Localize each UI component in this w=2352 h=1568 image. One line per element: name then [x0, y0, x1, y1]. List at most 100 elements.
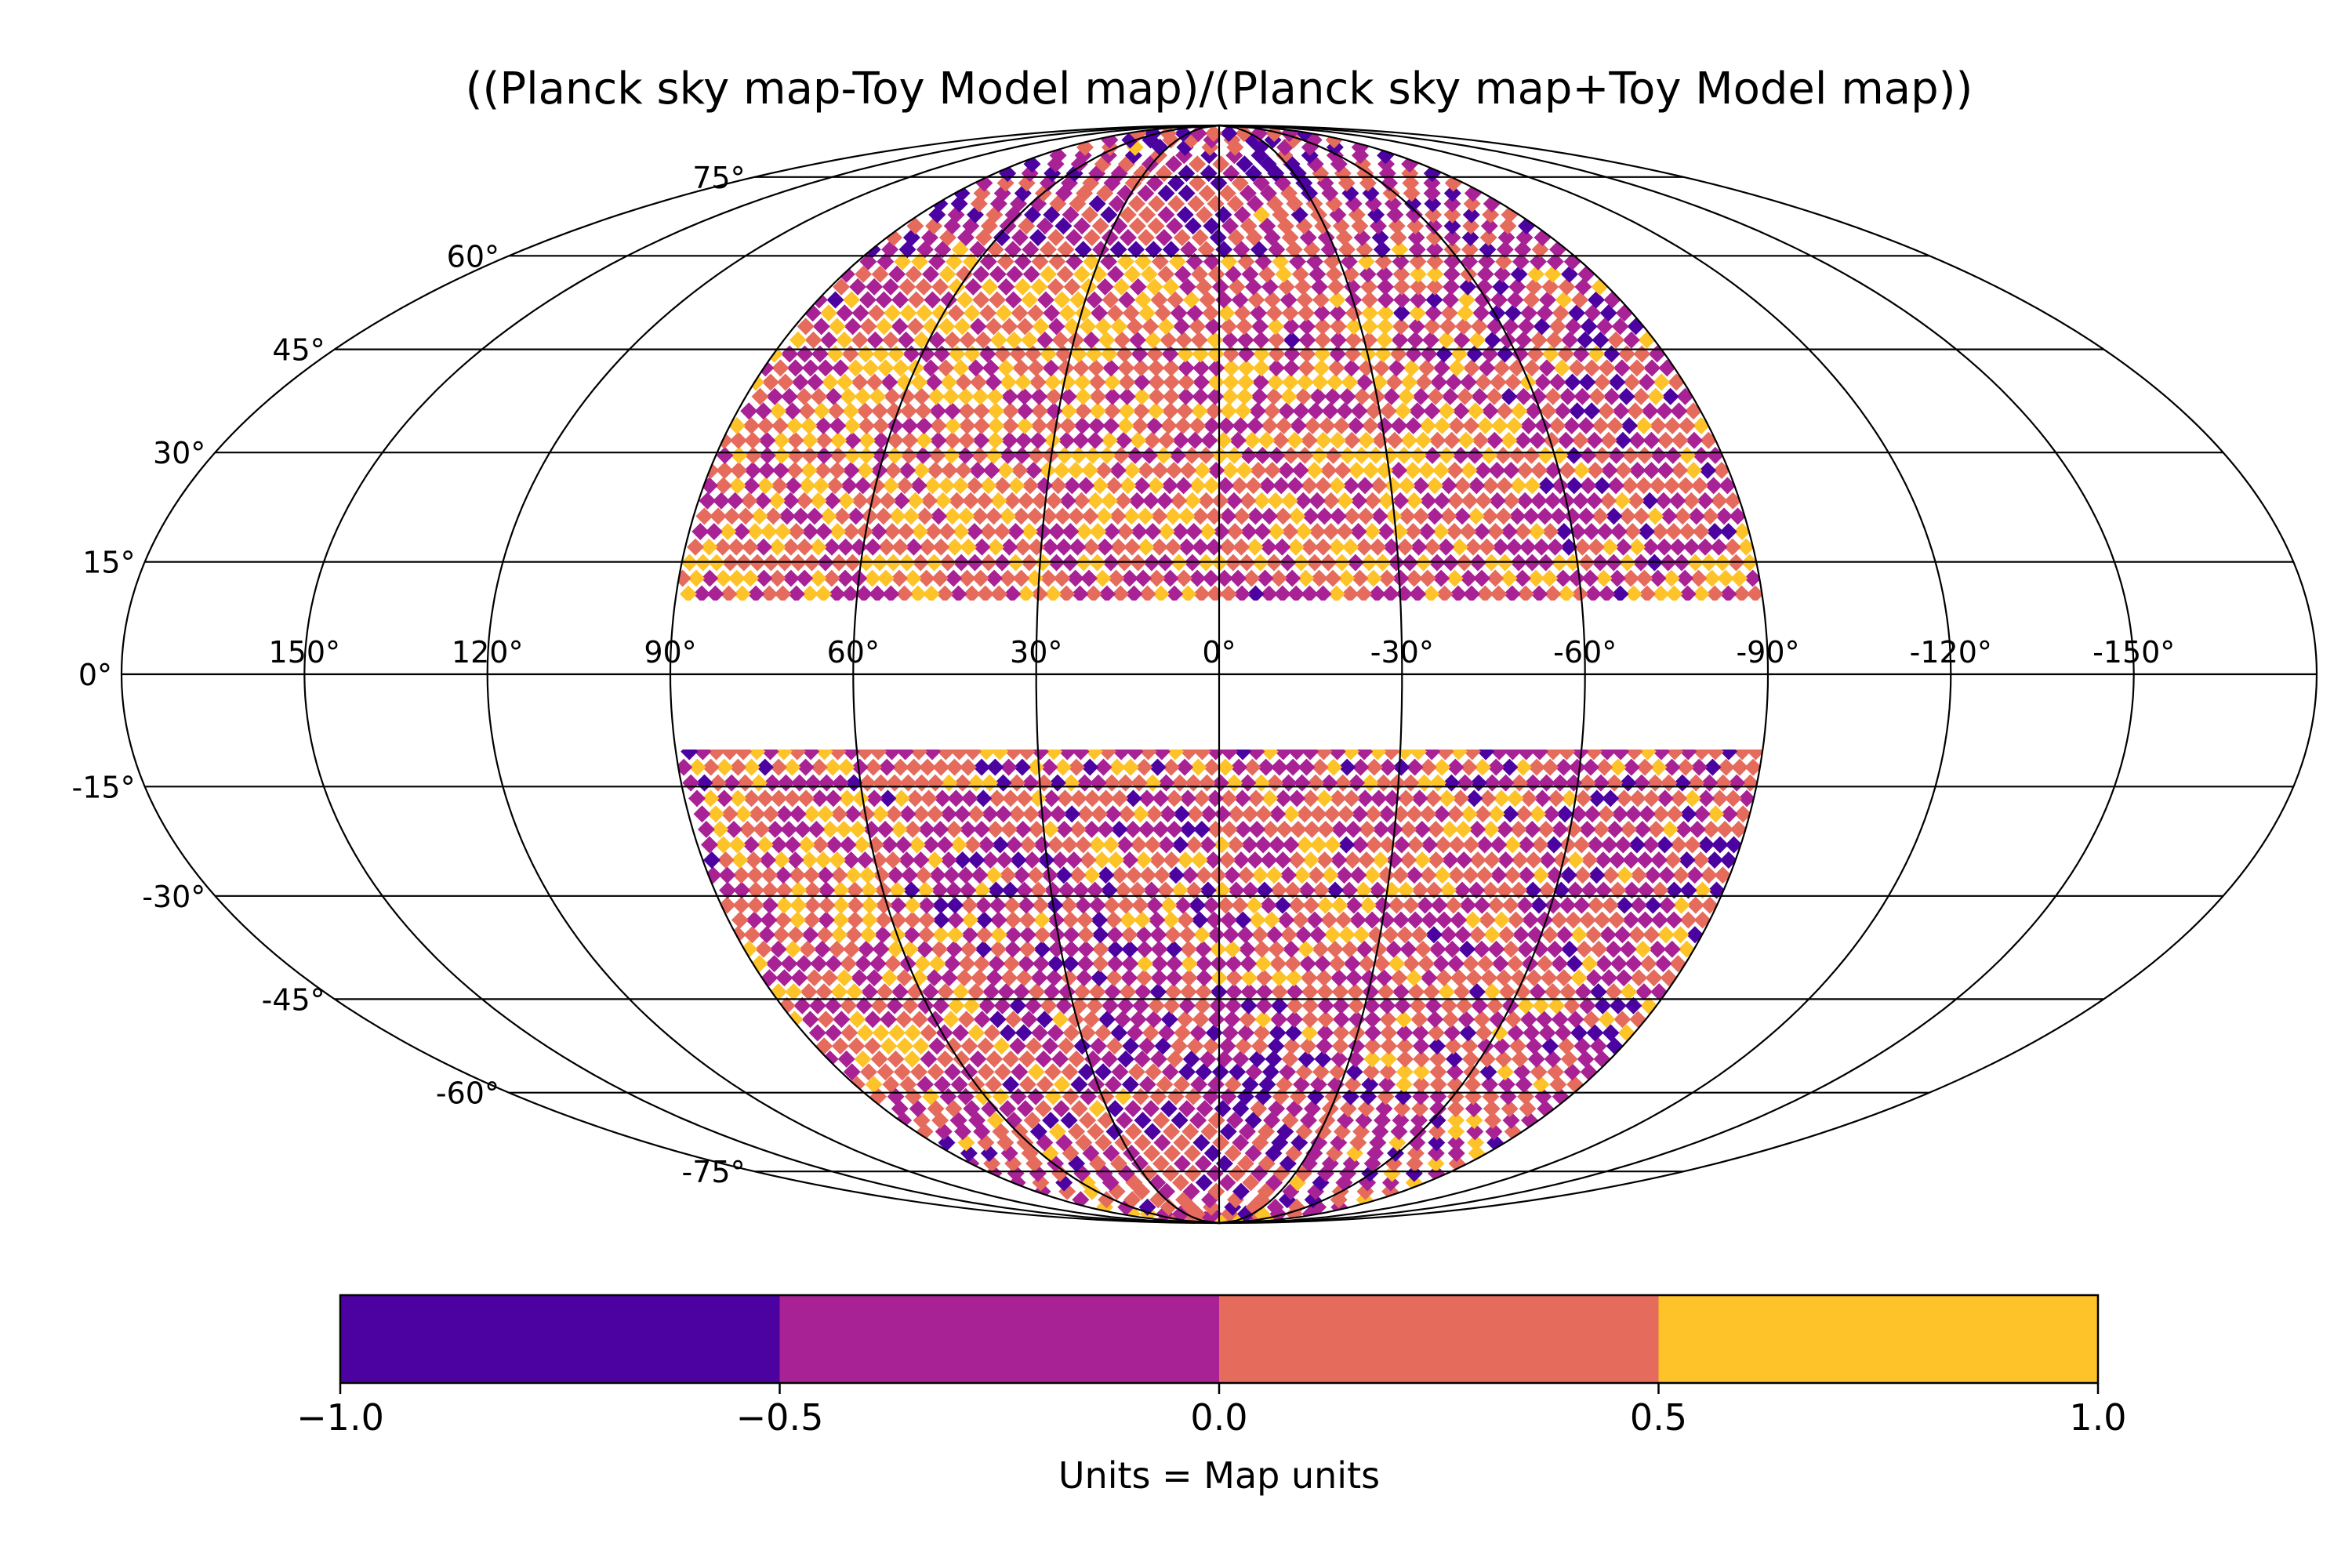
map-pixel [912, 851, 930, 869]
map-pixel [1028, 983, 1046, 1001]
map-pixel [1298, 758, 1316, 776]
map-pixel [1105, 1123, 1123, 1141]
map-pixel [1494, 1050, 1512, 1068]
map-pixel [1406, 217, 1425, 235]
map-pixel [800, 446, 818, 464]
map-pixel [1162, 911, 1180, 929]
map-pixel [1512, 252, 1530, 270]
map-pixel [860, 1063, 877, 1081]
map-pixel [885, 402, 903, 420]
map-pixel [1441, 387, 1459, 405]
map-pixel [955, 373, 973, 391]
map-pixel [776, 373, 794, 391]
map-pixel [1157, 318, 1175, 336]
map-pixel [986, 1112, 1004, 1129]
map-pixel [1283, 569, 1301, 587]
map-pixel [1215, 291, 1232, 309]
map-pixel [1061, 1063, 1079, 1081]
map-pixel [1614, 538, 1632, 556]
map-pixel [1036, 805, 1054, 823]
map-pixel [905, 265, 923, 283]
map-pixel [1577, 265, 1595, 283]
map-pixel [1528, 431, 1546, 449]
map-pixel [885, 805, 903, 823]
map-pixel [1646, 507, 1664, 525]
map-pixel [1089, 523, 1107, 540]
map-pixel [1134, 291, 1152, 309]
map-pixel [1717, 569, 1734, 587]
coordinate-grid [120, 124, 2318, 1225]
map-pixel [1433, 866, 1451, 884]
map-pixel [1160, 1011, 1178, 1029]
map-pixel [1587, 836, 1604, 854]
map-pixel [1254, 523, 1272, 540]
map-pixel [1420, 345, 1438, 363]
map-pixel [1463, 585, 1481, 603]
map-pixel [1518, 866, 1535, 884]
map-pixel [1196, 205, 1213, 223]
map-pixel [1488, 462, 1506, 479]
map-pixel [1576, 331, 1594, 349]
map-pixel [1126, 1024, 1144, 1042]
map-pixel [1044, 881, 1062, 899]
map-pixel [1004, 492, 1022, 510]
map-pixel [1283, 881, 1301, 899]
map-pixel [1221, 217, 1239, 235]
map-pixel [1042, 359, 1060, 377]
map-pixel [821, 820, 839, 838]
map-pixel [1184, 217, 1202, 235]
map-pixel [1508, 507, 1526, 525]
map-pixel [1330, 318, 1347, 336]
map-pixel [1189, 125, 1207, 143]
map-pixel [995, 304, 1013, 322]
map-pixel [1039, 241, 1057, 259]
map-pixel [1211, 278, 1229, 296]
map-pixel [1409, 446, 1427, 464]
map-pixel [1068, 1123, 1086, 1141]
map-pixel [1106, 955, 1124, 973]
map-pixel [963, 304, 981, 322]
map-pixel [1570, 969, 1588, 987]
map-pixel [1274, 851, 1292, 869]
map-pixel [1300, 431, 1318, 449]
map-pixel [1468, 477, 1486, 495]
longitude-label: -90° [1736, 635, 1799, 670]
map-pixel [1405, 866, 1423, 884]
map-pixel [1473, 523, 1490, 540]
map-pixel [1195, 955, 1213, 973]
map-pixel [1119, 205, 1137, 223]
map-pixel [1093, 851, 1111, 869]
map-pixel [988, 789, 1006, 808]
map-pixel [1165, 789, 1183, 808]
map-pixel [1164, 507, 1181, 525]
map-pixel [835, 331, 853, 349]
map-pixel [882, 331, 899, 349]
map-pixel [1636, 758, 1654, 776]
map-pixel [1425, 205, 1443, 223]
map-pixel [1134, 569, 1152, 587]
map-pixel [1377, 983, 1395, 1001]
map-pixel [1356, 477, 1374, 495]
map-pixel [1267, 318, 1285, 336]
map-pixel [1011, 229, 1029, 246]
map-pixel [1227, 881, 1245, 899]
map-pixel [1142, 318, 1160, 336]
map-pixel [1220, 125, 1238, 143]
map-pixel [816, 359, 834, 377]
map-pixel [1004, 585, 1022, 603]
map-pixel [1155, 446, 1173, 464]
map-pixel [1607, 911, 1625, 929]
map-pixel [1162, 758, 1180, 776]
map-pixel [800, 417, 818, 434]
map-pixel [887, 431, 905, 449]
longitude-label: 120° [452, 635, 524, 670]
map-pixel [1303, 820, 1321, 838]
map-pixel [1117, 1164, 1135, 1182]
map-pixel [851, 304, 869, 322]
map-pixel [1144, 331, 1162, 349]
map-pixel [1390, 462, 1407, 479]
map-pixel [770, 836, 788, 854]
map-pixel [1395, 1076, 1413, 1094]
map-pixel [1087, 359, 1105, 377]
map-pixel [1669, 836, 1687, 854]
